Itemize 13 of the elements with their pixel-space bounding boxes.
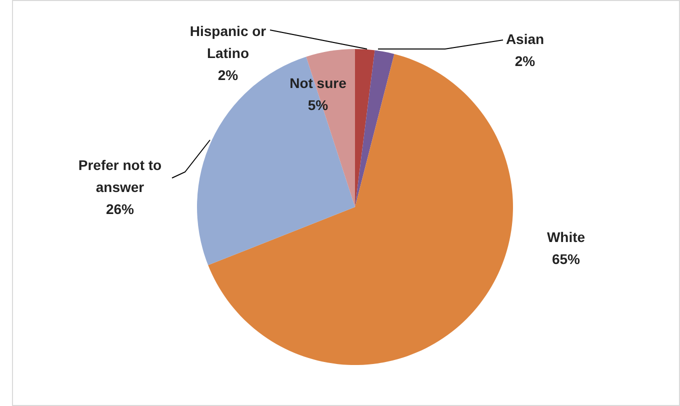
pie-slice [197, 56, 355, 266]
slice-label: Not sure [290, 75, 347, 91]
data-label: 5% [308, 97, 329, 113]
slice-label: Prefer not to answer [78, 157, 162, 195]
pie-slice [355, 50, 394, 207]
slice-label: Asian [506, 31, 544, 47]
slice-label: Hispanic or Latino [190, 23, 267, 61]
data-label: 2% [218, 67, 239, 83]
data-label: 26% [106, 201, 135, 217]
slice-label: White [546, 229, 586, 245]
data-label: 2% [514, 53, 536, 69]
data-label: 65% [552, 251, 581, 267]
pie-slice [355, 49, 375, 207]
